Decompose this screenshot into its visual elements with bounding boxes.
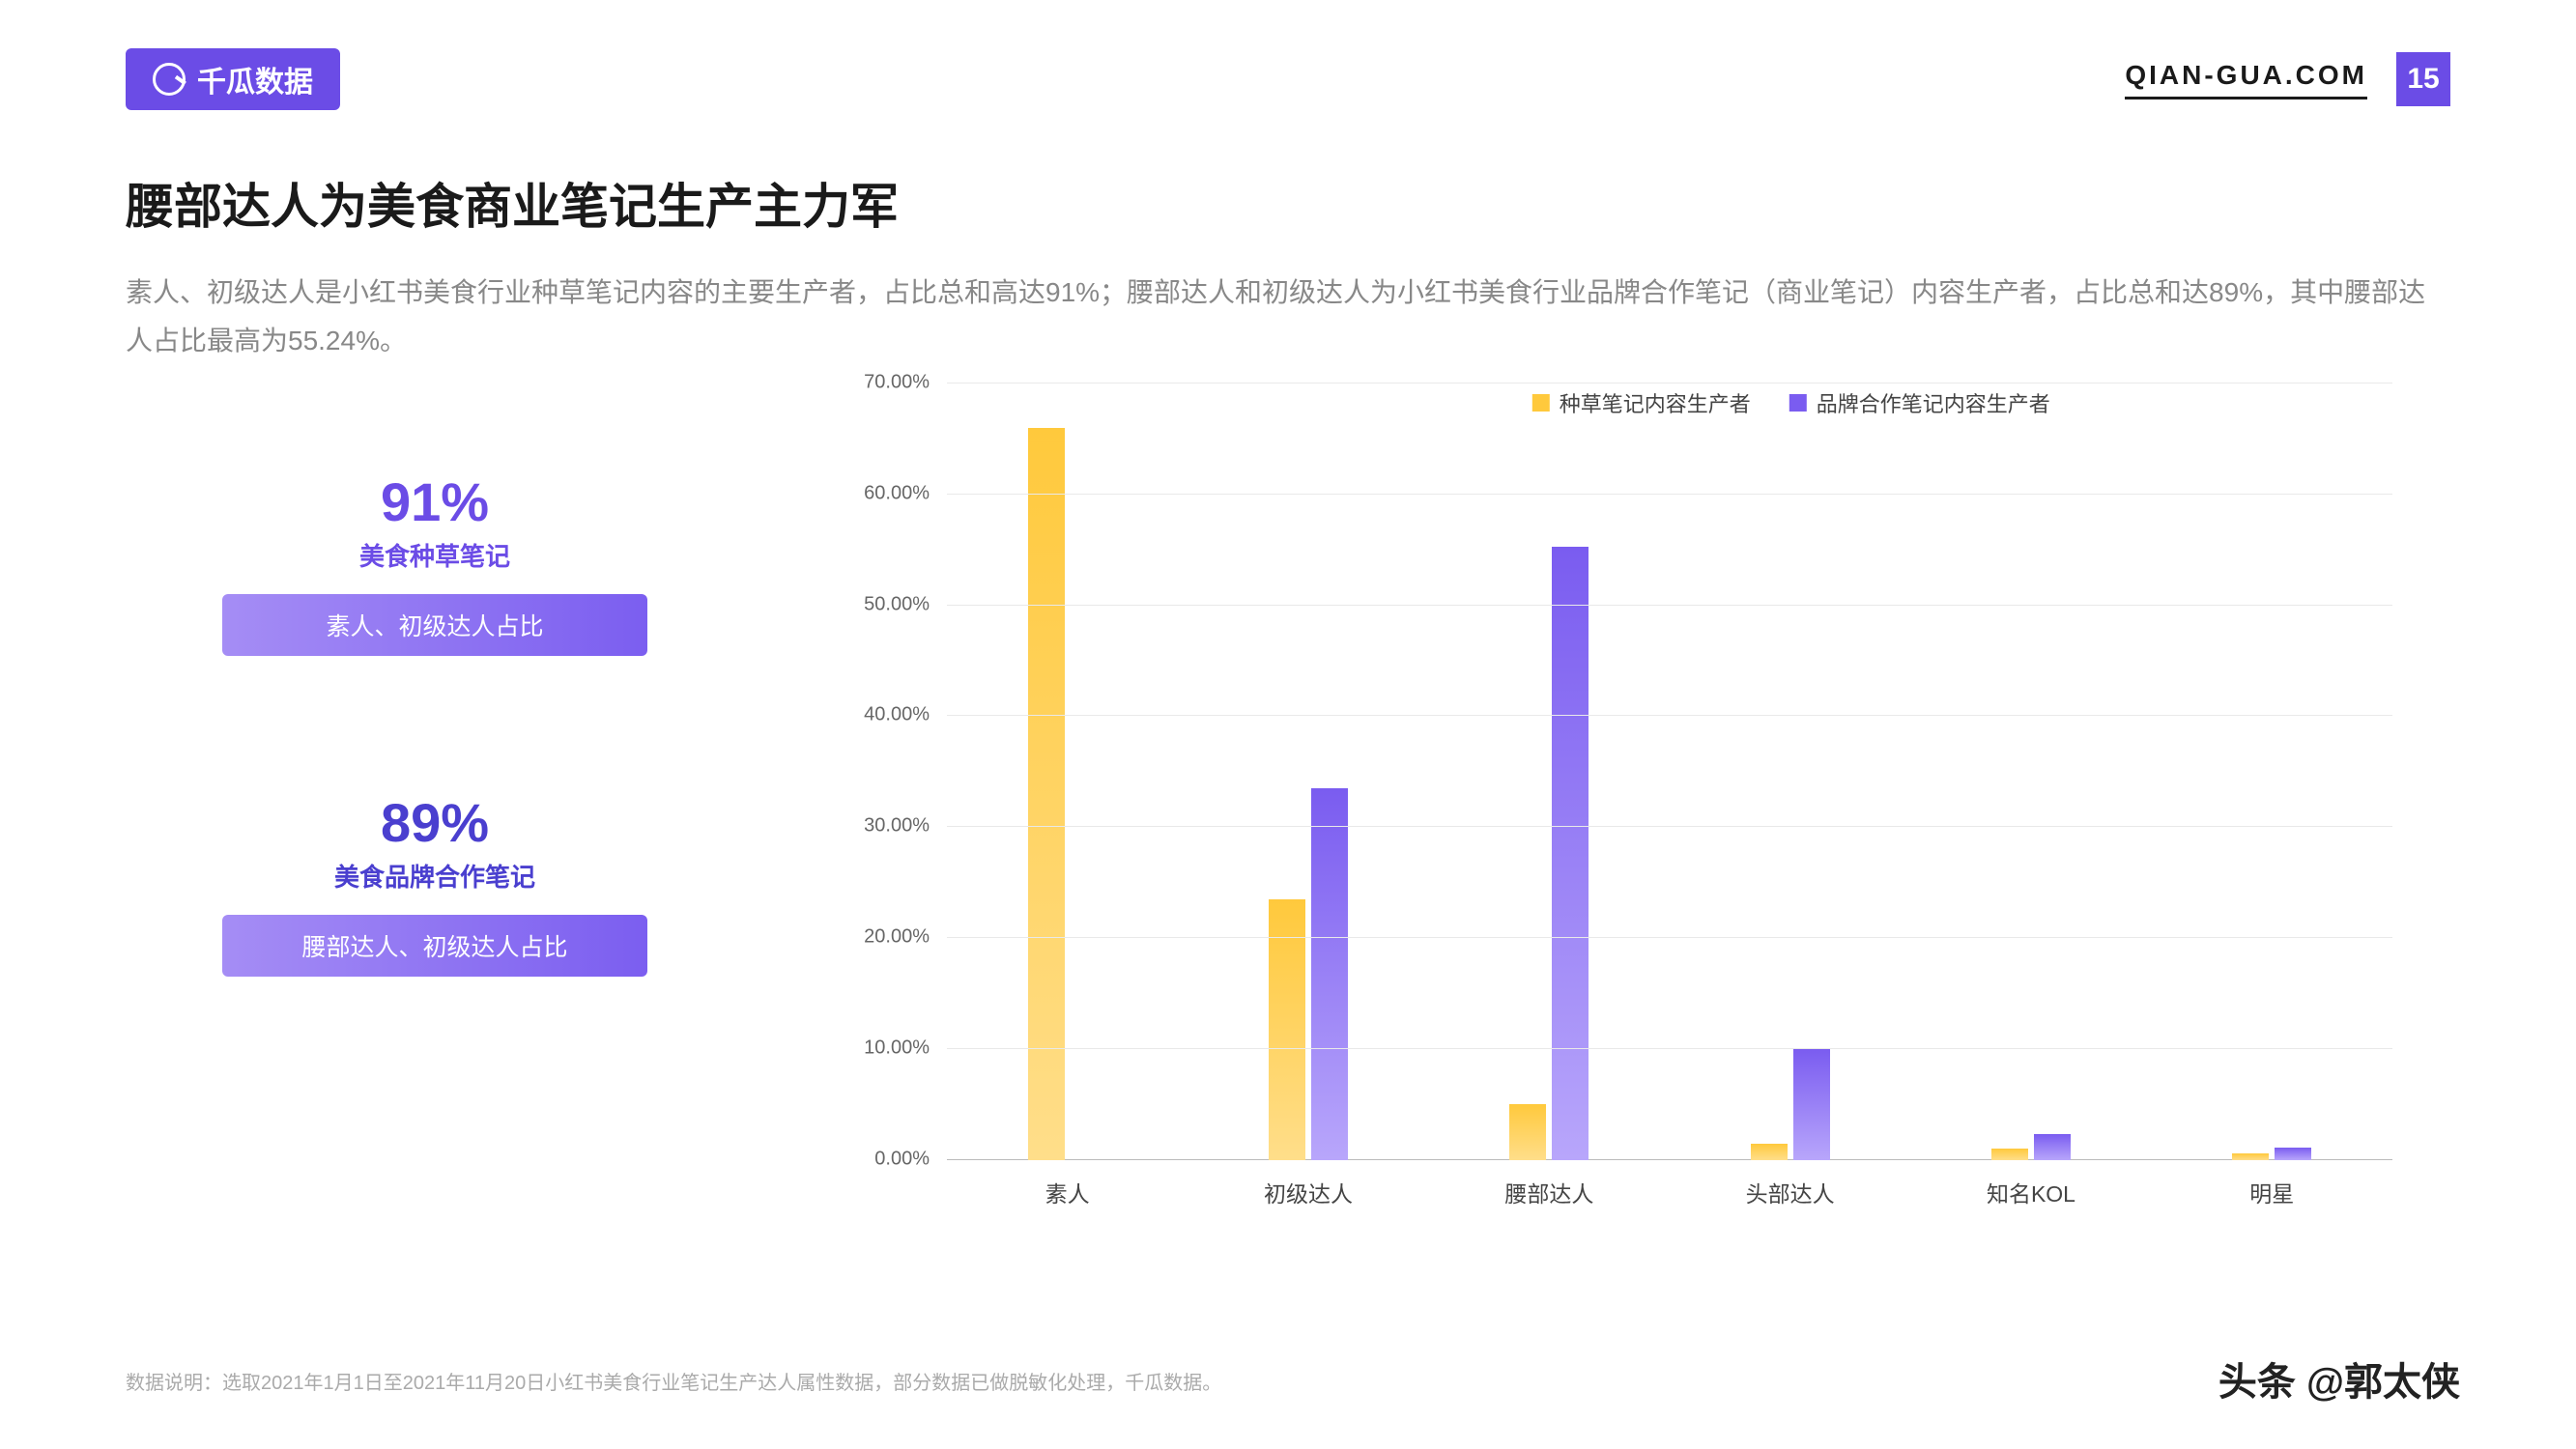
header-right: QIAN-GUA.COM 15 (2125, 52, 2450, 106)
y-tick-label: 60.00% (864, 482, 947, 504)
bar-brand (1793, 1049, 1830, 1160)
x-tick-label: 腰部达人 (1429, 1160, 1670, 1214)
x-labels: 素人初级达人腰部达人头部达人知名KOL明星 (947, 1160, 2392, 1214)
x-tick-label: 初级达人 (1188, 1160, 1428, 1214)
bar-brand (1552, 547, 1589, 1159)
callout-1: 91% 美食种草笔记 素人、初级达人占比 (126, 470, 744, 656)
grid-line: 50.00% (947, 605, 2392, 606)
grid-line: 20.00% (947, 937, 2392, 938)
bar-group (2152, 384, 2392, 1160)
slide: 千瓜数据 QIAN-GUA.COM 15 腰部达人为美食商业笔记生产主力军 素人… (0, 0, 2576, 1449)
logo-icon (153, 63, 186, 96)
site-url: QIAN-GUA.COM (2125, 60, 2367, 99)
grid-line: 10.00% (947, 1048, 2392, 1049)
grid-line: 40.00% (947, 715, 2392, 716)
bar-group (947, 384, 1188, 1160)
bar-chart: 种草笔记内容生产者 品牌合作笔记内容生产者 0.00%10.00%20.00%3… (821, 384, 2450, 1214)
callout-1-sub: 美食种草笔记 (126, 537, 744, 573)
bar-brand (2034, 1134, 2071, 1159)
page-title: 腰部达人为美食商业笔记生产主力军 (126, 168, 2450, 238)
y-tick-label: 30.00% (864, 815, 947, 838)
y-tick-label: 70.00% (864, 371, 947, 393)
bar-group (1910, 384, 2151, 1160)
plot-area: 0.00%10.00%20.00%30.00%40.00%50.00%60.00… (947, 384, 2392, 1160)
bar-seeding (1028, 428, 1065, 1160)
bar-brand (1311, 788, 1348, 1160)
bar-seeding (1269, 899, 1305, 1160)
callout-2-percent: 89% (126, 791, 744, 854)
bars-container (947, 384, 2392, 1160)
watermark: 头条 @郭太侠 (2218, 1350, 2460, 1406)
y-tick-label: 40.00% (864, 704, 947, 726)
callout-2-sub: 美食品牌合作笔记 (126, 858, 744, 894)
callout-2: 89% 美食品牌合作笔记 腰部达人、初级达人占比 (126, 791, 744, 977)
grid-line: 70.00% (947, 383, 2392, 384)
x-tick-label: 素人 (947, 1160, 1188, 1214)
grid-line: 30.00% (947, 826, 2392, 827)
callout-1-percent: 91% (126, 470, 744, 533)
bar-seeding (1751, 1144, 1788, 1160)
callout-2-chip: 腰部达人、初级达人占比 (222, 915, 647, 977)
callout-column: 91% 美食种草笔记 素人、初级达人占比 89% 美食品牌合作笔记 腰部达人、初… (126, 384, 744, 1214)
y-tick-label: 20.00% (864, 926, 947, 949)
bar-seeding (1509, 1104, 1546, 1159)
bar-group (1670, 384, 1910, 1160)
callout-1-chip: 素人、初级达人占比 (222, 594, 647, 656)
logo-text: 千瓜数据 (197, 58, 313, 100)
footer-note: 数据说明：选取2021年1月1日至2021年11月20日小红书美食行业笔记生产达… (126, 1367, 1221, 1395)
x-tick-label: 头部达人 (1670, 1160, 1910, 1214)
x-tick-label: 知名KOL (1910, 1160, 2151, 1214)
bar-group (1429, 384, 1670, 1160)
page-number: 15 (2396, 52, 2450, 106)
y-tick-label: 0.00% (874, 1148, 947, 1170)
page-subtitle: 素人、初级达人是小红书美食行业种草笔记内容的主要生产者，占比总和高达91%；腰部… (126, 269, 2450, 366)
y-tick-label: 50.00% (864, 593, 947, 615)
grid-line: 60.00% (947, 494, 2392, 495)
y-tick-label: 10.00% (864, 1037, 947, 1059)
header: 千瓜数据 QIAN-GUA.COM 15 (126, 48, 2450, 110)
logo-badge: 千瓜数据 (126, 48, 340, 110)
content-row: 91% 美食种草笔记 素人、初级达人占比 89% 美食品牌合作笔记 腰部达人、初… (126, 384, 2450, 1214)
x-tick-label: 明星 (2152, 1160, 2392, 1214)
bar-group (1188, 384, 1428, 1160)
